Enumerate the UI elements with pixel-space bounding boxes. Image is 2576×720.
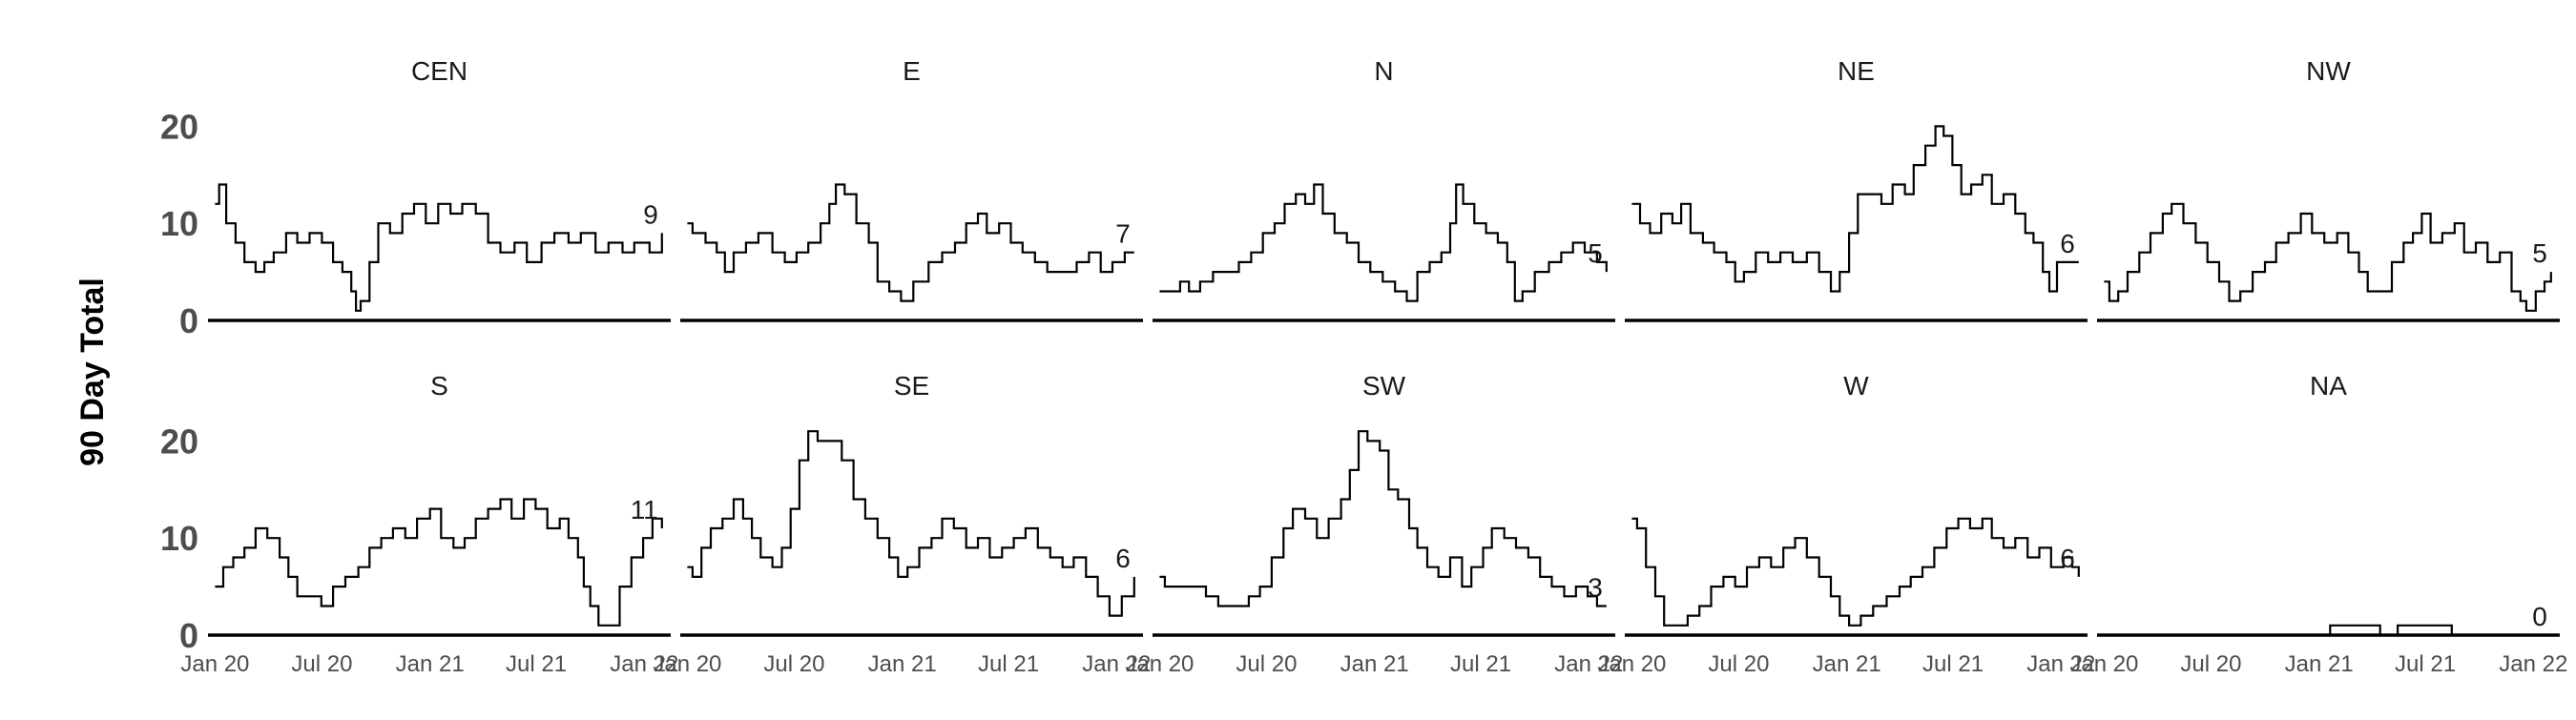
x-tick-label: Jan 22: [610, 651, 678, 677]
x-tick-label: Jul 20: [1236, 651, 1297, 677]
x-tick-label: Jul 21: [1922, 651, 1984, 677]
y-tick-label: 10: [160, 519, 198, 558]
y-axis-title: 90 Day Total: [74, 278, 111, 466]
x-tick-label: Jul 20: [763, 651, 824, 677]
panel-title-na: NA: [2310, 371, 2347, 401]
panel-title-s: S: [430, 371, 448, 401]
panel-title-se: SE: [894, 371, 929, 401]
series-line-se: [687, 430, 1135, 617]
y-tick-label: 0: [179, 616, 198, 655]
x-tick-label: Jan 22: [1554, 651, 1623, 677]
panel-title-e: E: [903, 56, 921, 86]
panels-layer: 0 10 20 0 10 20 CEN 9 E 7 N 5 NE 6 NW 5 S 11 Jan 20 Jul 20 J…: [160, 56, 2567, 677]
panel-title-ne: NE: [1838, 56, 1875, 86]
end-value-label: 9: [643, 199, 658, 229]
x-tick-label: Jan 20: [2069, 651, 2138, 677]
x-tick-label: Jan 21: [868, 651, 937, 677]
y-tick-label: 20: [160, 422, 198, 461]
x-tick-label: Jan 22: [1082, 651, 1151, 677]
end-value-label: 5: [2532, 238, 2547, 268]
end-value-label: 11: [631, 495, 658, 525]
y-tick-label: 20: [160, 107, 198, 146]
panel-title-n: N: [1374, 56, 1393, 86]
x-tick-label: Jan 22: [2026, 651, 2095, 677]
panel-title-nw: NW: [2306, 56, 2351, 86]
y-tick-label: 10: [160, 204, 198, 243]
x-tick-label: Jan 21: [1340, 651, 1409, 677]
x-tick-label: Jan 22: [2499, 651, 2567, 677]
x-tick-label: Jan 21: [2285, 651, 2354, 677]
x-tick-label: Jul 20: [291, 651, 352, 677]
panel-title-sw: SW: [1362, 371, 1406, 401]
end-value-label: 6: [1115, 544, 1131, 573]
panel-title-cen: CEN: [411, 56, 467, 86]
x-tick-label: Jul 20: [1708, 651, 1769, 677]
x-tick-label: Jan 21: [1813, 651, 1881, 677]
series-line-nw: [2104, 202, 2552, 312]
x-tick-label: Jan 20: [180, 651, 249, 677]
x-tick-label: Jul 21: [978, 651, 1039, 677]
series-line-e: [687, 183, 1134, 302]
end-value-label: 0: [2532, 602, 2547, 631]
x-tick-label: Jan 20: [653, 651, 721, 677]
end-value-label: 7: [1115, 219, 1131, 249]
x-tick-label: Jan 20: [1125, 651, 1194, 677]
end-value-label: 5: [1588, 238, 1603, 268]
x-tick-label: Jul 21: [1450, 651, 1511, 677]
series-line-s: [215, 498, 663, 627]
y-tick-label: 0: [179, 301, 198, 340]
x-tick-label: Jul 20: [2180, 651, 2241, 677]
series-line-ne: [1631, 125, 2079, 293]
end-value-label: 6: [2060, 229, 2075, 258]
series-line-cen: [215, 183, 663, 312]
x-tick-label: Jan 21: [396, 651, 465, 677]
x-tick-label: Jan 20: [1597, 651, 1666, 677]
panel-title-w: W: [1843, 371, 1869, 401]
series-line-n: [1159, 183, 1608, 302]
series-line-w: [1631, 517, 2080, 627]
x-tick-label: Jul 21: [506, 651, 567, 677]
end-value-label: 3: [1588, 572, 1603, 602]
series-line-sw: [1159, 430, 1607, 607]
end-value-label: 6: [2060, 544, 2075, 573]
series-line-na: [2104, 624, 2551, 637]
x-tick-label: Jul 21: [2395, 651, 2456, 677]
